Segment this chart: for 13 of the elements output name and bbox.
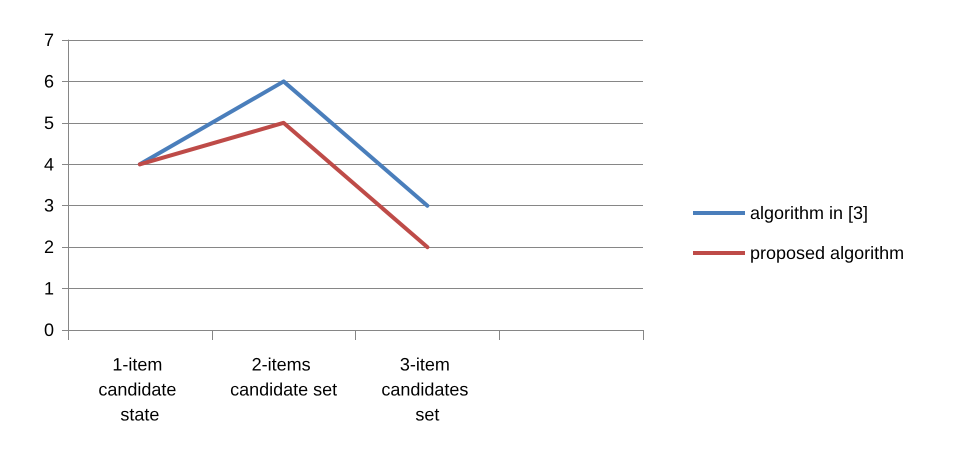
legend-label: proposed algorithm bbox=[750, 243, 904, 263]
y-tick-label: 5 bbox=[44, 112, 54, 133]
y-tick-label: 3 bbox=[44, 196, 54, 216]
y-tick-label: 0 bbox=[44, 320, 54, 340]
y-tick-label: 2 bbox=[44, 237, 54, 258]
y-tick-label: 4 bbox=[44, 154, 54, 174]
y-tick-label: 1 bbox=[44, 278, 54, 299]
x-tick-label: 2-items candidate set bbox=[230, 354, 338, 400]
y-tick-label: 7 bbox=[44, 30, 54, 50]
legend-label: algorithm in [3] bbox=[750, 203, 868, 223]
x-tick-label: 1-item candidate state bbox=[98, 354, 182, 424]
y-tick-label: 6 bbox=[44, 71, 54, 92]
x-tick-label: 3-item candidates set bbox=[381, 354, 474, 424]
